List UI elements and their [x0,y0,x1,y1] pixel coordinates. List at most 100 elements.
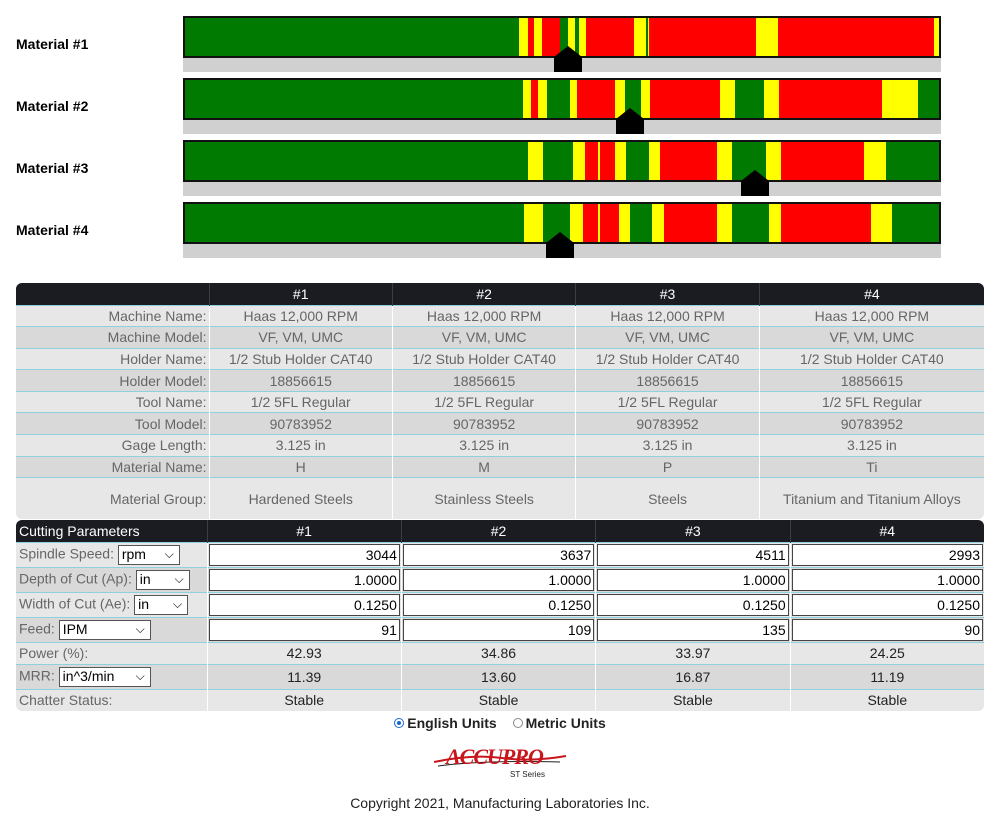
depth-of-cut-input-2[interactable] [402,568,595,591]
info-cell: 90783952 [391,412,576,435]
metric-units-radio[interactable]: Metric Units [512,715,606,731]
info-cell: 3.125 in [575,434,760,457]
stability-bar[interactable] [183,202,941,244]
feed-input-3[interactable] [597,618,789,641]
spindle-speed-label: Spindle Speed: rpm ⌵ [16,541,207,567]
info-cell: 1/2 5FL Regular [208,390,393,413]
info-row: Gage Length: 3.125 in 3.125 in 3.125 in 3.12… [16,434,984,457]
stability-segment [886,142,939,180]
info-cell: H [208,455,393,478]
width-unit-select[interactable]: in ⌵ [134,594,189,615]
english-units-radio[interactable]: English Units [394,715,497,731]
cutting-parameters-table: Cutting Parameters #1 #2 #3 #4 Spindle S… [16,520,984,711]
stability-bar[interactable] [183,16,941,58]
depth-unit-select[interactable]: in ⌵ [135,569,190,590]
stability-segment [633,18,647,56]
spindle-speed-input-4[interactable] [791,543,983,566]
rpm-slider-handle-icon[interactable] [554,46,583,72]
stability-segment [574,18,580,56]
material-row-4: Material #4 [0,202,1000,258]
stability-bar[interactable] [183,78,941,120]
mrr-unit-select[interactable]: in^3/min ⌵ [58,666,151,687]
feed-row: Feed: IPM ⌵ [16,616,984,642]
spindle-speed-input-3[interactable] [597,543,789,566]
info-cell: Haas 12,000 RPM [758,304,984,327]
material-row-1: Material #1 [0,16,1000,72]
info-cell: Haas 12,000 RPM [391,304,576,327]
cutting-header-col4: #4 [789,520,984,542]
chatter-status-4: Stable [789,688,984,711]
stability-segment [646,18,648,56]
material-label: Material #3 [16,160,89,176]
width-of-cut-input-1[interactable] [208,593,400,616]
info-row: Tool Model: 90783952 90783952 90783952 90783… [16,412,984,435]
width-of-cut-input-2[interactable] [402,593,595,616]
info-cell: Haas 12,000 RPM [575,304,760,327]
material-label: Material #1 [16,36,89,52]
material-label: Material #2 [16,98,89,114]
stability-segment [765,142,781,180]
stability-segment [573,142,585,180]
spindle-speed-input-2[interactable] [402,543,595,566]
info-cell: Ti [758,455,984,478]
info-row-label: Holder Model: [16,369,209,392]
depth-of-cut-input-4[interactable] [791,568,983,591]
stability-segment [579,18,587,56]
rpm-slider-track[interactable] [183,182,941,196]
stability-segment [720,80,736,118]
width-of-cut-label: Width of Cut (Ae): in ⌵ [16,591,207,617]
info-cell: 18856615 [208,369,393,392]
logo-wordmark: ACCUPRO [446,744,544,769]
depth-of-cut-row: Depth of Cut (Ap): in ⌵ [16,566,984,592]
stability-segment [586,18,634,56]
stability-segment [583,204,599,242]
info-header-col2: #2 [391,283,576,305]
feed-input-4[interactable] [791,618,983,641]
info-cell: 1/2 Stub Holder CAT40 [575,347,760,370]
info-cell: VF, VM, UMC [208,326,393,349]
logo-swoosh-icon [433,755,567,767]
stability-segment [618,204,630,242]
info-cell: 18856615 [575,369,760,392]
spindle-speed-input-1[interactable] [208,543,400,566]
feed-input-1[interactable] [208,618,400,641]
rpm-slider-handle-icon[interactable] [546,232,575,258]
material-row-2: Material #2 [0,78,1000,134]
info-row: Machine Name: Haas 12,000 RPM Haas 12,000 … [16,304,984,327]
rpm-slider-track[interactable] [183,120,941,134]
mrr-value-1: 11.39 [206,663,402,689]
rpm-slider-handle-icon[interactable] [616,108,645,134]
chevron-down-icon: ⌵ [135,621,145,636]
stability-bar[interactable] [183,140,941,182]
info-cell: 90783952 [208,412,393,435]
width-of-cut-input-3[interactable] [597,593,789,616]
info-row: Material Group: Hardened Steels Stainless … [16,477,984,519]
rpm-slider-handle-icon[interactable] [740,170,769,196]
stability-segment [735,80,765,118]
info-row-label: Holder Name: [16,347,209,370]
spindle-unit-select[interactable]: rpm ⌵ [117,544,180,565]
stability-segment [614,80,625,118]
stability-segment [598,142,601,180]
stability-segment [652,204,664,242]
depth-of-cut-input-3[interactable] [597,568,789,591]
width-of-cut-row: Width of Cut (Ae): in ⌵ [16,591,984,617]
cutting-header-col2: #2 [400,520,596,542]
depth-of-cut-input-1[interactable] [208,568,400,591]
power-value-1: 42.93 [206,641,402,664]
stability-segment [528,18,535,56]
stability-segment [731,142,766,180]
info-cell: 1/2 5FL Regular [758,390,984,413]
info-cell: 18856615 [391,369,576,392]
info-row-label: Tool Model: [16,412,209,435]
chevron-down-icon: ⌵ [173,596,183,611]
width-of-cut-input-4[interactable] [791,593,983,616]
mrr-value-3: 16.87 [595,663,791,689]
stability-segment [600,204,619,242]
feed-input-2[interactable] [402,618,595,641]
info-row: Machine Model: VF, VM, UMC VF, VM, UMC VF, … [16,326,984,349]
info-row-label: Material Group: [16,477,209,519]
feed-unit-select[interactable]: IPM ⌵ [58,619,151,640]
info-cell: 90783952 [758,412,984,435]
info-cell: 3.125 in [391,434,576,457]
